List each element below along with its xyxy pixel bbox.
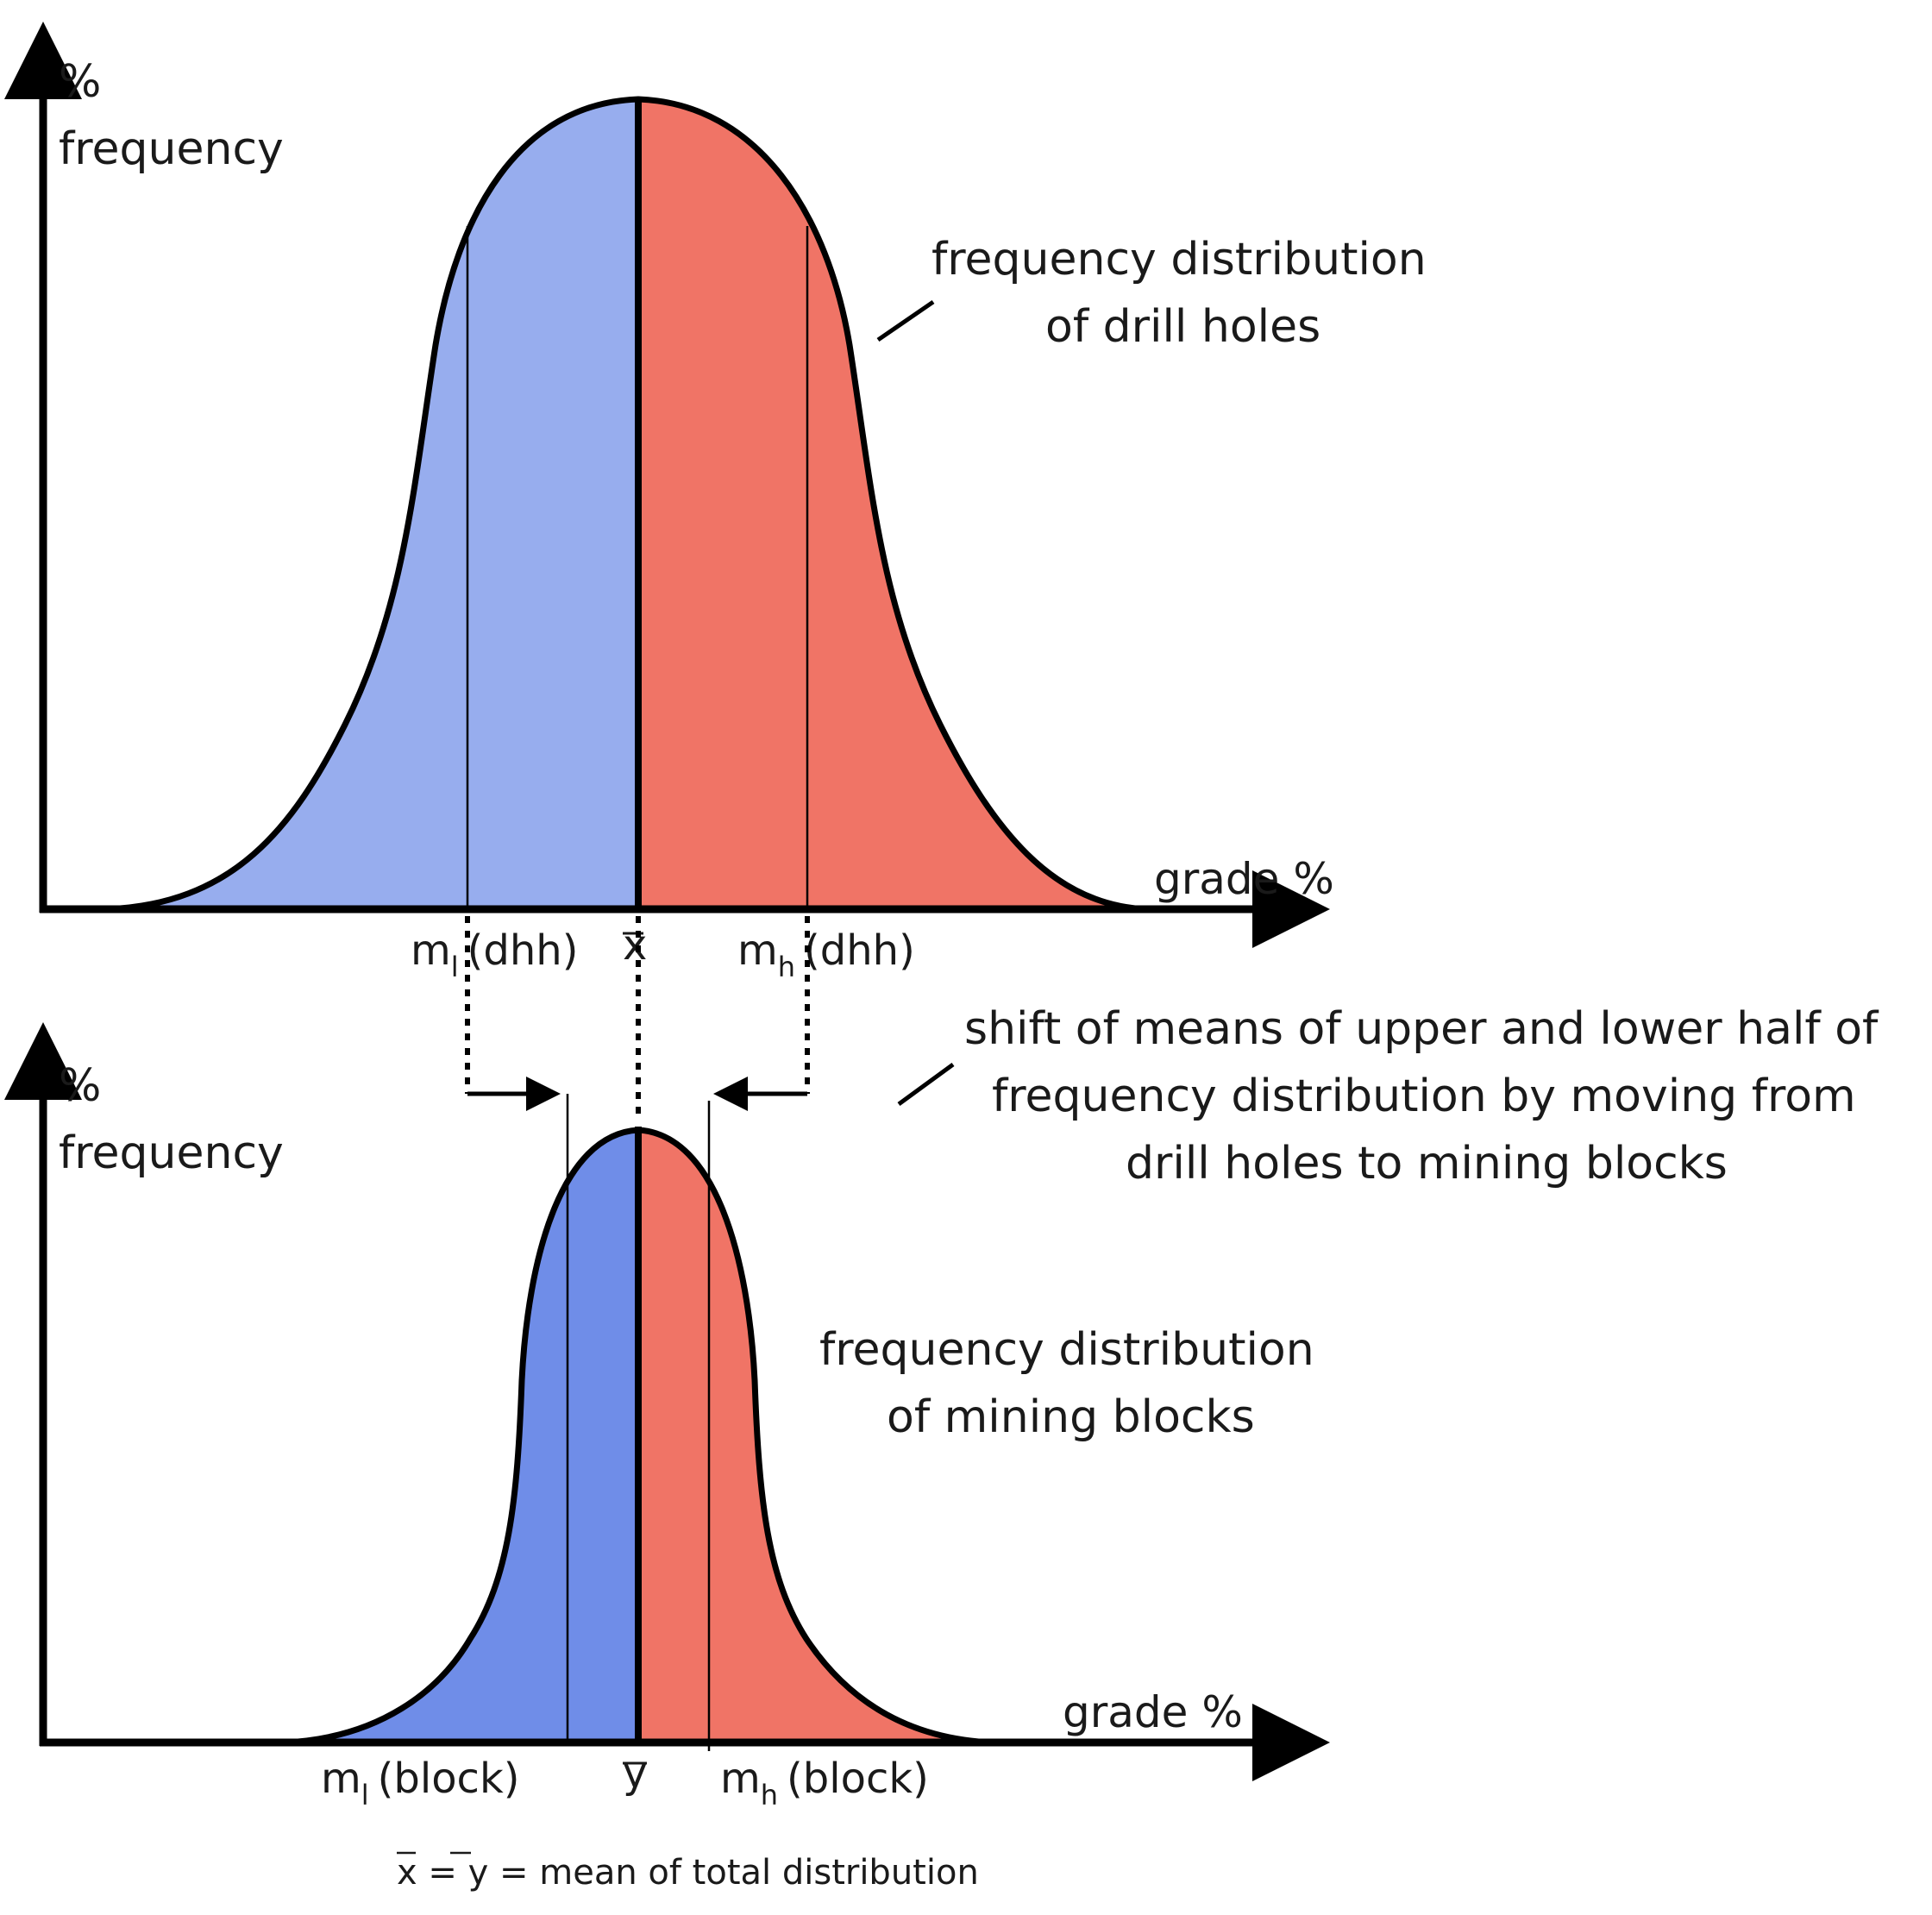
bottom-y-label-line2: frequency bbox=[59, 1127, 284, 1179]
top-y-label-line2: frequency bbox=[59, 123, 284, 175]
footnote-y: y bbox=[468, 1853, 489, 1893]
bottom-high-half-fill bbox=[638, 1130, 992, 1742]
bottom-high-mean-label: mh (block) bbox=[720, 1755, 929, 1811]
top-low-mean-label: ml (dhh) bbox=[411, 926, 578, 983]
svg-text:ml(block): ml (block) bbox=[321, 1755, 519, 1811]
top-annotation-leader bbox=[876, 299, 935, 342]
top-chart: % frequency grade % frequency distributi… bbox=[3, 22, 1427, 983]
top-annotation-line1: frequency distribution bbox=[932, 234, 1427, 286]
shift-annotation: shift of means of upper and lower half o… bbox=[897, 1003, 1879, 1190]
svg-text:ml(dhh): ml (dhh) bbox=[411, 926, 578, 983]
mean-shift-connectors bbox=[465, 916, 810, 1121]
bottom-chart: % frequency grade % frequency distributi… bbox=[3, 1022, 1330, 1811]
shift-annotation-line1: shift of means of upper and lower half o… bbox=[964, 1003, 1879, 1055]
footnote-text: = mean of total distribution bbox=[499, 1853, 979, 1893]
svg-text:x = y = mean: x = y = mean of total distribution bbox=[397, 1853, 979, 1893]
shift-annotation-leader bbox=[897, 1062, 955, 1107]
svg-text:y: y bbox=[623, 1749, 647, 1798]
svg-text:mh(dhh): mh (dhh) bbox=[737, 926, 915, 983]
bottom-annotation-line1: frequency distribution bbox=[819, 1324, 1314, 1376]
bottom-x-label: grade % bbox=[1063, 1687, 1243, 1737]
bottom-annotation-line2: of mining blocks bbox=[887, 1391, 1255, 1443]
footnote: x = y = mean of total distribution bbox=[397, 1851, 979, 1893]
shift-annotation-line2: frequency distribution by moving from bbox=[992, 1071, 1856, 1122]
top-y-label-line1: % bbox=[59, 56, 101, 108]
footnote-x: x bbox=[397, 1853, 417, 1893]
top-annotation-line2: of drill holes bbox=[1045, 301, 1320, 353]
shift-annotation-line3: drill holes to mining blocks bbox=[1126, 1138, 1728, 1190]
bottom-low-half-fill bbox=[285, 1130, 638, 1742]
svg-text:x: x bbox=[623, 921, 647, 970]
bottom-low-mean-label: ml (block) bbox=[321, 1755, 519, 1811]
bottom-mean-label: y bbox=[623, 1749, 647, 1798]
svg-text:mh(block): mh (block) bbox=[720, 1755, 929, 1811]
top-mean-label: x bbox=[623, 921, 647, 970]
bottom-y-label-line1: % bbox=[59, 1060, 101, 1112]
top-low-half-fill bbox=[104, 99, 638, 909]
top-high-half-fill bbox=[638, 99, 1147, 909]
footnote-eq: = bbox=[428, 1853, 457, 1893]
top-high-mean-label: mh (dhh) bbox=[737, 926, 915, 983]
top-x-label: grade % bbox=[1154, 854, 1334, 904]
